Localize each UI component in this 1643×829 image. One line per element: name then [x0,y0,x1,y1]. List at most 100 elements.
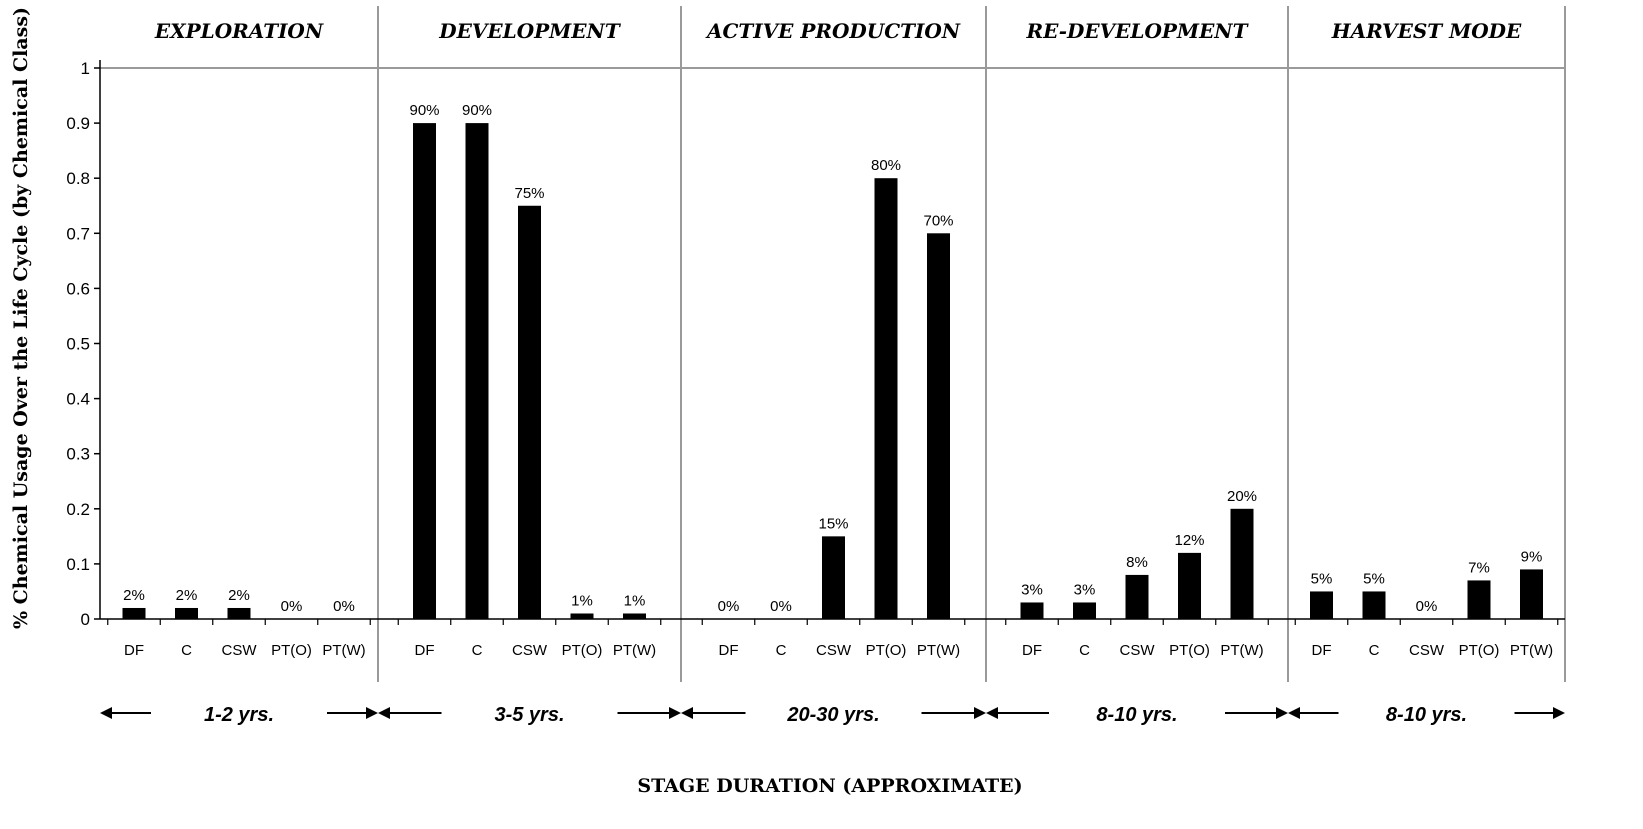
category-label: PT(O) [866,642,907,659]
bar-df [122,607,146,619]
category-label: C [181,642,192,659]
data-label: 1% [624,592,646,609]
data-label: 3% [1021,581,1043,598]
arrow-left-icon [986,707,998,719]
category-label: C [776,642,787,659]
stage-title: HARVEST MODE [1331,19,1522,43]
category-label: PT(W) [322,642,365,659]
bar-df [1020,602,1044,619]
bar-pto [874,178,898,619]
data-label: 0% [1416,598,1438,615]
data-label: 0% [718,598,740,615]
category-label: CSW [1409,642,1445,659]
arrow-right-icon [1276,707,1288,719]
category-label: PT(W) [1220,642,1263,659]
stage-duration-label: 8-10 yrs. [1386,704,1467,726]
bar-csw [1125,574,1149,619]
y-tick-label: 0 [81,610,90,629]
y-tick-label: 0.3 [66,445,90,464]
arrow-right-icon [974,707,986,719]
bar-df [413,123,436,619]
y-tick-label: 0.4 [66,390,90,409]
data-label: 70% [923,212,953,229]
bars [122,123,1543,620]
data-label: 8% [1126,554,1148,571]
stage-duration-label: 8-10 yrs. [1096,704,1177,726]
category-label: CSW [816,642,852,659]
data-label: 20% [1227,488,1257,505]
category-label: DF [1022,642,1042,659]
y-tick-label: 0.5 [66,335,90,354]
bar-df [1310,591,1333,619]
category-label: PT(W) [917,642,960,659]
data-label: 2% [228,587,250,604]
data-label: 7% [1468,559,1490,576]
arrow-right-icon [1553,707,1565,719]
y-tick-label: 0.2 [66,500,90,519]
y-tick-label: 1 [81,59,90,78]
category-label: PT(O) [562,642,603,659]
category-label: DF [1312,642,1332,659]
bar-csw [518,205,541,619]
stage-duration-label: 1-2 yrs. [204,704,274,726]
category-label: C [1369,642,1380,659]
data-label: 2% [123,587,145,604]
bar-ptw [1230,508,1254,619]
bar-ptw [623,613,646,619]
bar-pto [1467,580,1491,619]
category-label: CSW [1120,642,1156,659]
data-label: 12% [1174,532,1204,549]
data-label: 5% [1311,570,1333,587]
bar-c [1362,591,1386,619]
category-label: PT(O) [1169,642,1210,659]
arrow-left-icon [681,707,693,719]
stage-duration-label: 20-30 yrs. [786,704,879,726]
y-tick-label: 0.8 [66,169,90,188]
stage-title: DEVELOPMENT [438,19,622,43]
bar-csw [227,607,251,619]
y-axis-title: % Chemical Usage Over the Life Cycle (by… [10,7,32,629]
bar-c [465,123,489,619]
category-labels: DF C CSW PT(O) PT(W) DF C CSW PT(O) PT(W) DF C CSW PT… [107,619,1559,659]
bar-c [175,607,198,619]
x-axis-title: STAGE DURATION (APPROXIMATE) [637,775,1022,797]
category-label: CSW [512,642,548,659]
category-label: PT(W) [1510,642,1553,659]
y-tick-label: 0.7 [66,224,90,243]
arrow-left-icon [378,707,390,719]
data-label: 5% [1363,570,1385,587]
bar-ptw [1520,569,1543,619]
data-label: 90% [462,102,492,119]
bar-ptw [927,233,950,620]
bar-c [1073,602,1096,619]
bar-csw [822,536,845,619]
data-label: 0% [333,598,355,615]
y-tick-label: 0.9 [66,114,90,133]
stage-titles: EXPLORATION DEVELOPMENT ACTIVE PRODUCTION R… [154,19,1522,43]
y-tick-label: 0.6 [66,279,90,298]
arrow-right-icon [669,707,681,719]
category-label: C [472,642,483,659]
stage-title: EXPLORATION [154,19,324,43]
data-label: 15% [818,515,848,532]
value-labels: 2% 2% 2% 0% 0% 90% 90% 75% 1% 1% 0% 0% 15% 80% 70% 3% 3%… [123,102,1542,615]
data-label: 90% [409,102,439,119]
bar-pto [1178,552,1201,619]
stage-title: ACTIVE PRODUCTION [705,19,961,43]
y-axis: 0 0.1 0.2 0.3 0.4 0.5 0.6 0.7 0.8 0.9 1 [66,59,101,629]
data-label: 3% [1074,581,1096,598]
category-label: PT(O) [271,642,312,659]
category-label: DF [124,642,144,659]
data-label: 80% [871,157,901,174]
data-label: 1% [571,592,593,609]
category-label: CSW [222,642,258,659]
category-label: DF [719,642,739,659]
arrow-left-icon [1288,707,1300,719]
category-label: C [1079,642,1090,659]
data-label: 0% [281,598,303,615]
stage-durations: 1-2 yrs. 3-5 yrs. 20-30 yrs. 8-10 yrs. 8-10 … [100,704,1565,726]
stage-duration-label: 3-5 yrs. [494,704,564,726]
bar-pto [570,613,594,619]
category-label: PT(W) [613,642,656,659]
